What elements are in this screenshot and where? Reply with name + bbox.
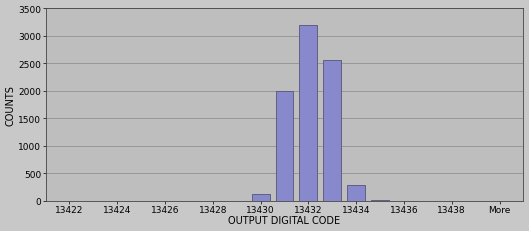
- Bar: [299, 25, 317, 201]
- X-axis label: OUTPUT DIGITAL CODE: OUTPUT DIGITAL CODE: [229, 216, 341, 225]
- Y-axis label: COUNTS: COUNTS: [6, 85, 15, 125]
- Bar: [323, 61, 341, 201]
- Bar: [276, 91, 294, 201]
- Bar: [371, 200, 389, 201]
- Bar: [347, 186, 365, 201]
- Bar: [252, 195, 270, 201]
